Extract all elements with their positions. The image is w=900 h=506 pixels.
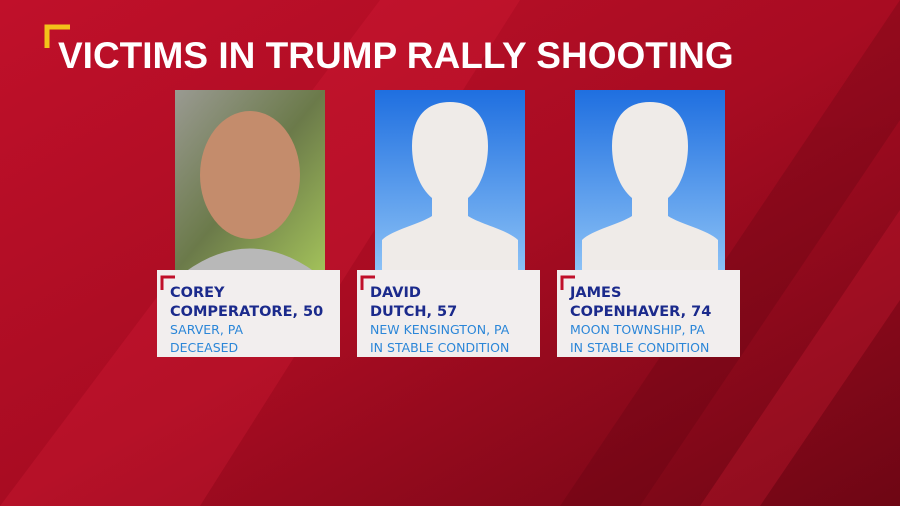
silhouette <box>582 102 718 272</box>
victim-name: DAVID <box>370 285 421 301</box>
victim-card: DAVID DUTCH, 57 NEW KENSINGTON, PA IN STABL… <box>357 90 540 357</box>
caption-bracket <box>360 275 375 290</box>
title: VICTIMS IN TRUMP RALLY SHOOTING <box>58 35 734 76</box>
caption-box <box>357 270 540 357</box>
photo-face <box>200 111 300 239</box>
victim-status: IN STABLE CONDITION <box>370 340 509 355</box>
cards: COREY COMPERATORE, 50 SARVER, PA DECEASED DA… <box>157 90 740 357</box>
victim-status: IN STABLE CONDITION <box>570 340 709 355</box>
victim-location: NEW KENSINGTON, PA <box>370 322 510 337</box>
victim-name: COMPERATORE, 50 <box>170 304 323 320</box>
victim-name: COPENHAVER, 74 <box>570 304 711 320</box>
victim-name: COREY <box>170 285 225 301</box>
victim-card: COREY COMPERATORE, 50 SARVER, PA DECEASED <box>157 90 340 357</box>
victim-status: DECEASED <box>170 340 238 355</box>
caption-box <box>157 270 340 357</box>
victim-location: SARVER, PA <box>170 322 244 337</box>
victim-name: DUTCH, 57 <box>370 304 457 320</box>
victim-location: MOON TOWNSHIP, PA <box>570 322 705 337</box>
title-bracket <box>44 24 70 48</box>
caption-bracket <box>560 275 575 290</box>
victim-name: JAMES <box>569 285 621 301</box>
silhouette <box>382 102 518 272</box>
caption-bracket <box>160 275 175 290</box>
photo-shirt <box>185 248 315 272</box>
caption-box <box>557 270 740 357</box>
victim-card: JAMES COPENHAVER, 74 MOON TOWNSHIP, PA IN S… <box>557 90 740 357</box>
